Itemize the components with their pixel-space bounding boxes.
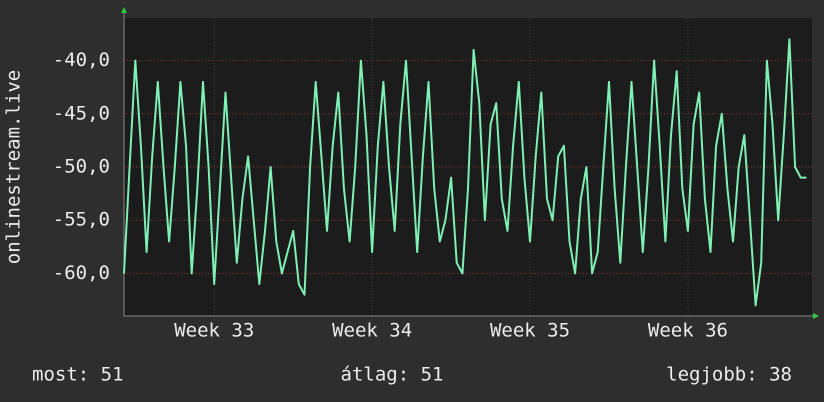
x-tick-label: Week 33 (174, 320, 254, 342)
y-tick-label: -40,0 (53, 49, 110, 71)
x-tick-label: Week 35 (490, 320, 570, 342)
y-tick-label: -50,0 (53, 156, 110, 178)
y-tick-label: -60,0 (53, 262, 110, 284)
x-arrow (813, 313, 819, 319)
y-arrow (121, 7, 127, 13)
y-tick-label: -55,0 (53, 209, 110, 231)
x-tick-label: Week 34 (332, 320, 412, 342)
footer-best: legjobb: 38 (666, 364, 792, 386)
y-tick-label: -45,0 (53, 102, 110, 124)
data-line (123, 38, 807, 307)
footer-average: átlag: 51 (341, 364, 444, 386)
y-axis-label: onlinestream.live (3, 70, 25, 264)
footer-current: most: 51 (32, 364, 124, 386)
x-tick-label: Week 36 (648, 320, 728, 342)
